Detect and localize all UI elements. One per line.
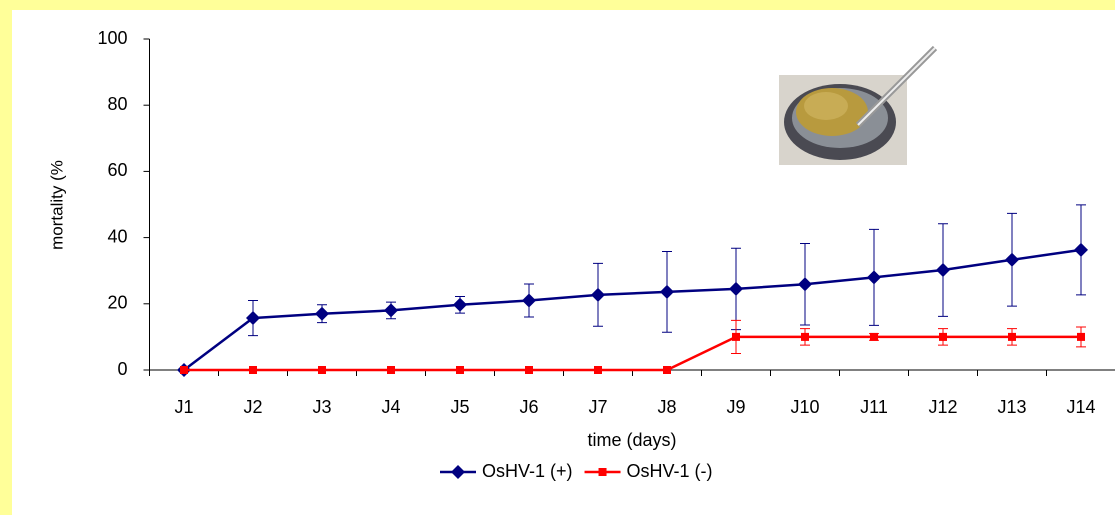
x-tick-label: J14 bbox=[1066, 397, 1095, 417]
page: mortality (% time (days) 0 20 40 60 80 100 J1 J… bbox=[0, 0, 1115, 515]
chart-area bbox=[12, 10, 1115, 515]
marker bbox=[387, 366, 395, 374]
x-tick-label: J6 bbox=[519, 397, 538, 417]
x-tick-label: J5 bbox=[450, 397, 469, 417]
chart: mortality (% time (days) 0 20 40 60 80 100 J1 J… bbox=[0, 0, 1115, 515]
legend-label: OsHV-1 (+) bbox=[482, 461, 573, 481]
marker bbox=[249, 366, 257, 374]
y-tick-label: 80 bbox=[107, 94, 127, 114]
marker bbox=[732, 333, 740, 341]
marker bbox=[1008, 333, 1016, 341]
x-tick-label: J12 bbox=[928, 397, 957, 417]
x-tick-label: J13 bbox=[997, 397, 1026, 417]
x-tick-label: J2 bbox=[243, 397, 262, 417]
y-tick-label: 100 bbox=[97, 28, 127, 48]
marker bbox=[870, 333, 878, 341]
x-tick-label: J3 bbox=[312, 397, 331, 417]
x-tick-label: J7 bbox=[588, 397, 607, 417]
y-tick-label: 0 bbox=[117, 359, 127, 379]
marker bbox=[801, 333, 809, 341]
legend-label: OsHV-1 (-) bbox=[627, 461, 713, 481]
y-axis-label: mortality (% bbox=[47, 160, 66, 250]
x-tick-label: J9 bbox=[726, 397, 745, 417]
marker bbox=[1077, 333, 1085, 341]
marker bbox=[456, 366, 464, 374]
x-tick-label: J8 bbox=[657, 397, 676, 417]
x-tick-label: J1 bbox=[174, 397, 193, 417]
marker bbox=[180, 366, 188, 374]
x-tick-label: J4 bbox=[381, 397, 400, 417]
marker bbox=[318, 366, 326, 374]
x-tick-label: J11 bbox=[860, 397, 888, 417]
y-tick-label: 20 bbox=[107, 293, 127, 313]
x-tick-label: J10 bbox=[790, 397, 819, 417]
y-tick-label: 60 bbox=[107, 160, 127, 180]
x-axis-label: time (days) bbox=[587, 430, 676, 450]
marker bbox=[525, 366, 533, 374]
y-tick-label: 40 bbox=[107, 226, 127, 246]
marker bbox=[939, 333, 947, 341]
marker bbox=[594, 366, 602, 374]
marker bbox=[663, 366, 671, 374]
marker bbox=[599, 468, 607, 476]
